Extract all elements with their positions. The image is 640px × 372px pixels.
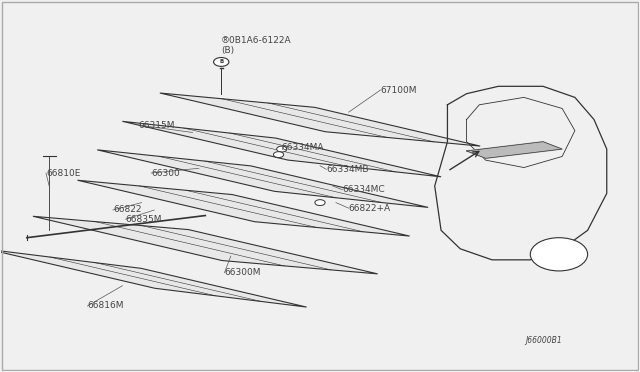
Circle shape	[273, 152, 284, 158]
Polygon shape	[160, 93, 480, 146]
Text: 66822+A: 66822+A	[349, 203, 391, 213]
Text: 66334MB: 66334MB	[326, 165, 369, 174]
Text: 66810E: 66810E	[46, 169, 81, 177]
Text: 66315M: 66315M	[138, 121, 175, 129]
Text: 66822: 66822	[113, 205, 141, 215]
Text: ®0B1A6-6122A
(B): ®0B1A6-6122A (B)	[221, 36, 292, 55]
Circle shape	[315, 200, 325, 206]
Polygon shape	[0, 250, 307, 307]
Polygon shape	[97, 150, 428, 208]
Text: 66334MA: 66334MA	[282, 143, 324, 152]
Text: J66000B1: J66000B1	[525, 336, 562, 345]
Polygon shape	[122, 121, 441, 177]
Text: 66835M: 66835M	[125, 215, 162, 224]
Text: 67100M: 67100M	[381, 86, 417, 94]
Text: 66816M: 66816M	[88, 301, 124, 311]
Circle shape	[214, 58, 229, 66]
Circle shape	[531, 238, 588, 271]
Polygon shape	[77, 180, 410, 236]
Text: 66300M: 66300M	[225, 268, 261, 277]
Text: 66334MC: 66334MC	[342, 185, 385, 194]
Polygon shape	[33, 216, 378, 274]
Text: B: B	[219, 60, 223, 64]
Polygon shape	[467, 142, 562, 158]
Circle shape	[276, 146, 287, 152]
Text: 66300: 66300	[151, 169, 180, 177]
